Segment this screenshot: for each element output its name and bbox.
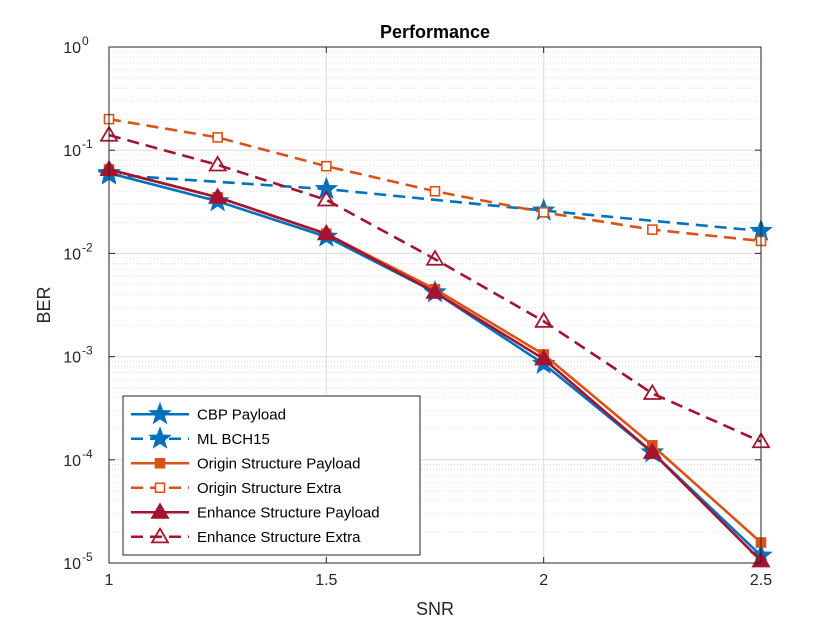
legend-label: Origin Structure Payload: [197, 455, 360, 472]
x-tick-label: 2.5: [750, 572, 772, 589]
y-tick-exponent: -1: [82, 137, 93, 151]
data-point: [208, 155, 228, 172]
series-line: [108, 133, 762, 443]
legend-label: ML BCH15: [197, 431, 270, 448]
data-point: [316, 190, 336, 207]
legend-label: Origin Structure Extra: [197, 480, 342, 497]
y-tick-exponent: 0: [82, 34, 89, 48]
data-point: [642, 442, 662, 459]
x-tick-label: 1: [105, 572, 114, 589]
legend-entry: ML BCH15: [131, 426, 270, 449]
x-tick-label: 2: [539, 572, 548, 589]
y-tick-exponent: -3: [82, 344, 93, 358]
legend-marker: [150, 502, 170, 519]
legend-marker: [154, 482, 166, 494]
data-point: [212, 132, 223, 143]
legend-label: Enhance Structure Payload: [197, 504, 380, 521]
y-tick-label: 10: [63, 556, 81, 573]
legend-label: Enhance Structure Extra: [197, 529, 361, 546]
y-tick-label: 10: [63, 350, 81, 367]
legend-entry: Origin Structure Payload: [131, 455, 360, 472]
data-point: [321, 160, 332, 172]
y-tick-exponent: -5: [82, 550, 93, 564]
chart-title: Performance: [380, 22, 490, 42]
data-point: [534, 349, 554, 366]
legend-marker: [150, 526, 170, 544]
y-tick-label: 10: [63, 40, 81, 57]
data-point: [425, 282, 445, 299]
axes: [108, 46, 762, 564]
y-tick-exponent: -4: [82, 447, 93, 461]
data-point: [647, 224, 658, 235]
legend-marker: [154, 457, 166, 469]
data-point: [316, 223, 336, 241]
x-axis-label: SNR: [416, 599, 454, 619]
data-point: [208, 187, 228, 204]
legend-marker: [148, 426, 172, 449]
series-5: [99, 125, 771, 449]
data-point: [534, 311, 554, 328]
legend: CBP Payload ML BCH15 Origin Structure Payl…: [122, 395, 421, 556]
series-line: [108, 173, 762, 233]
x-tick-label: 1.5: [315, 572, 337, 589]
series-4: [99, 159, 771, 568]
y-tick-label: 10: [63, 143, 81, 160]
legend-marker: [148, 401, 172, 425]
y-tick-label: 10: [63, 453, 81, 470]
legend-entry: Enhance Structure Payload: [131, 502, 380, 521]
legend-entry: Origin Structure Extra: [131, 480, 342, 497]
y-tick-exponent: -2: [82, 240, 93, 254]
data-point: [429, 185, 441, 197]
axes-box: [108, 46, 762, 564]
series-layer: [97, 113, 773, 568]
data-point: [425, 249, 445, 266]
data-point: [642, 383, 662, 400]
legend-entry: CBP Payload: [131, 401, 286, 425]
data-point: [538, 207, 549, 218]
y-axis-label: BER: [34, 286, 54, 323]
y-tick-label: 10: [63, 246, 81, 263]
legend-box: [122, 395, 421, 556]
data-point: [314, 176, 339, 200]
legend-label: CBP Payload: [197, 406, 286, 423]
legend-entry: Enhance Structure Extra: [131, 526, 361, 546]
